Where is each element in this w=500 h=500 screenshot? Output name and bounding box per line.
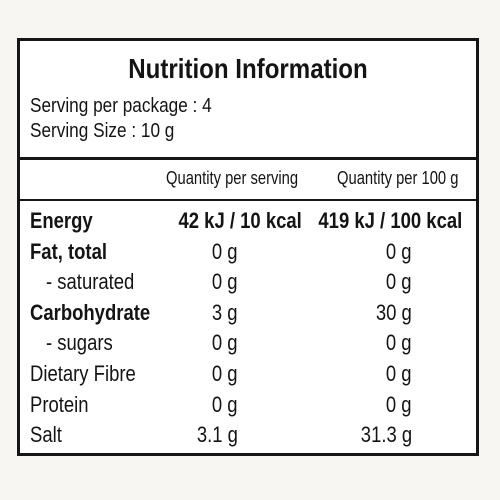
- value-per-serving: 0 g: [212, 330, 238, 356]
- row-label: Dietary Fibre: [30, 360, 136, 386]
- row-label: - sugars: [46, 330, 113, 356]
- row-protein: Protein 0 g 0 g: [20, 389, 476, 420]
- value-per-100g: 0 g: [386, 391, 412, 417]
- value-per-serving: 0 g: [212, 238, 238, 264]
- value-per-serving: 0 g: [212, 391, 238, 417]
- row-carbohydrate: Carbohydrate 3 g 30 g: [20, 297, 476, 328]
- value-per-serving: 0 g: [212, 269, 238, 295]
- row-label: Fat, total: [30, 238, 108, 264]
- row-label: Carbohydrate: [30, 299, 151, 325]
- row-sugars: - sugars 0 g 0 g: [20, 327, 476, 358]
- column-header-per-serving: Quantity per serving: [166, 168, 299, 188]
- thick-divider: [20, 157, 476, 160]
- value-per-100g: 30 g: [376, 299, 412, 325]
- value-per-100g: 419 kJ / 100 kcal: [318, 208, 462, 233]
- value-per-100g: 31.3 g: [360, 422, 412, 448]
- row-label: Salt: [30, 422, 62, 448]
- panel-title: Nutrition Information: [128, 53, 368, 84]
- row-label: Energy: [30, 208, 93, 233]
- thin-divider: [20, 199, 476, 201]
- row-label: Protein: [30, 391, 89, 417]
- value-per-serving: 42 kJ / 10 kcal: [178, 208, 302, 233]
- serving-size: Serving Size : 10 g: [30, 120, 175, 142]
- value-per-serving: 0 g: [212, 360, 238, 386]
- nutrition-panel: Nutrition Information Serving per packag…: [17, 38, 479, 456]
- row-fat-total: Fat, total 0 g 0 g: [20, 236, 476, 267]
- row-saturated: - saturated 0 g 0 g: [20, 266, 476, 297]
- value-per-serving: 3 g: [212, 299, 238, 325]
- value-per-serving: 3.1 g: [196, 422, 238, 448]
- serving-per-package: Serving per package : 4: [30, 95, 212, 117]
- value-per-100g: 0 g: [386, 330, 412, 356]
- row-salt: Salt 3.1 g 31.3 g: [20, 419, 476, 450]
- row-label: - saturated: [46, 269, 135, 295]
- row-dietary-fibre: Dietary Fibre 0 g 0 g: [20, 358, 476, 389]
- nutrient-table: Energy 42 kJ / 10 kcal 419 kJ / 100 kcal…: [20, 205, 476, 450]
- column-header-per-100g: Quantity per 100 g: [337, 168, 459, 188]
- value-per-100g: 0 g: [386, 360, 412, 386]
- row-energy: Energy 42 kJ / 10 kcal 419 kJ / 100 kcal: [20, 205, 476, 236]
- value-per-100g: 0 g: [386, 269, 412, 295]
- value-per-100g: 0 g: [386, 238, 412, 264]
